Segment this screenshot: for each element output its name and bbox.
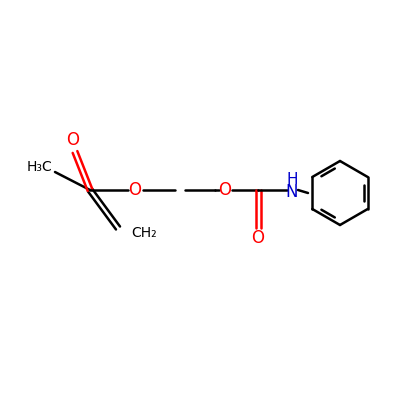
Text: CH₂: CH₂ [131,226,157,240]
Text: O: O [218,181,232,199]
Text: O: O [252,229,264,247]
Text: H₃C: H₃C [26,160,52,174]
Text: N: N [286,183,298,201]
Text: O: O [66,131,80,149]
Text: O: O [128,181,142,199]
Text: H: H [286,172,298,186]
